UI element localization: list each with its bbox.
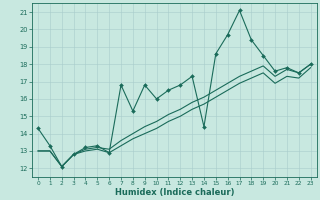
X-axis label: Humidex (Indice chaleur): Humidex (Indice chaleur) <box>115 188 234 197</box>
